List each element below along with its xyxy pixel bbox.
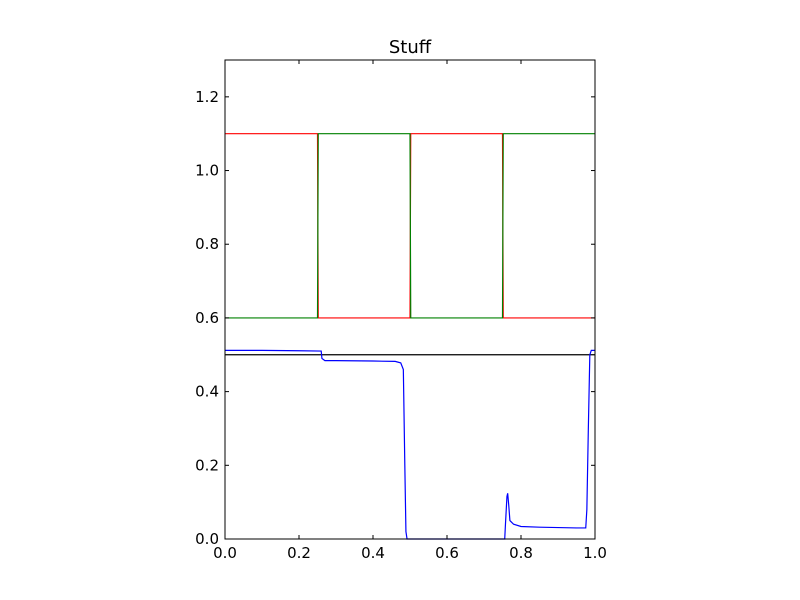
y-tick-label-3: 0.6	[195, 309, 219, 327]
series-line-4	[225, 349, 595, 540]
plot-frame	[224, 59, 596, 540]
y-tick-label-6: 1.2	[195, 88, 219, 106]
x-tick-label-4: 0.8	[509, 544, 533, 562]
series-line-2	[225, 133, 595, 319]
x-tick-label-5: 1.0	[583, 544, 607, 562]
y-tick-label-4: 0.8	[195, 235, 219, 253]
x-tick-label-1: 0.2	[287, 544, 311, 562]
x-tick-label-3: 0.6	[435, 544, 459, 562]
series-layer	[225, 133, 595, 540]
y-tick-label-1: 0.2	[195, 456, 219, 474]
y-tick-label-2: 0.4	[195, 383, 219, 401]
x-tick-label-2: 0.4	[361, 544, 385, 562]
y-tick-label-5: 1.0	[195, 162, 219, 180]
x-tick-label-0: 0.0	[213, 544, 237, 562]
ticks-layer: 0.0 0.2 0.4 0.6 0.8 1.0 0.0 0.2 0.4 0.6 0.8 1.0 1.2	[195, 60, 607, 562]
y-tick-label-0: 0.0	[195, 530, 219, 548]
chart-title: Stuff	[389, 37, 432, 58]
